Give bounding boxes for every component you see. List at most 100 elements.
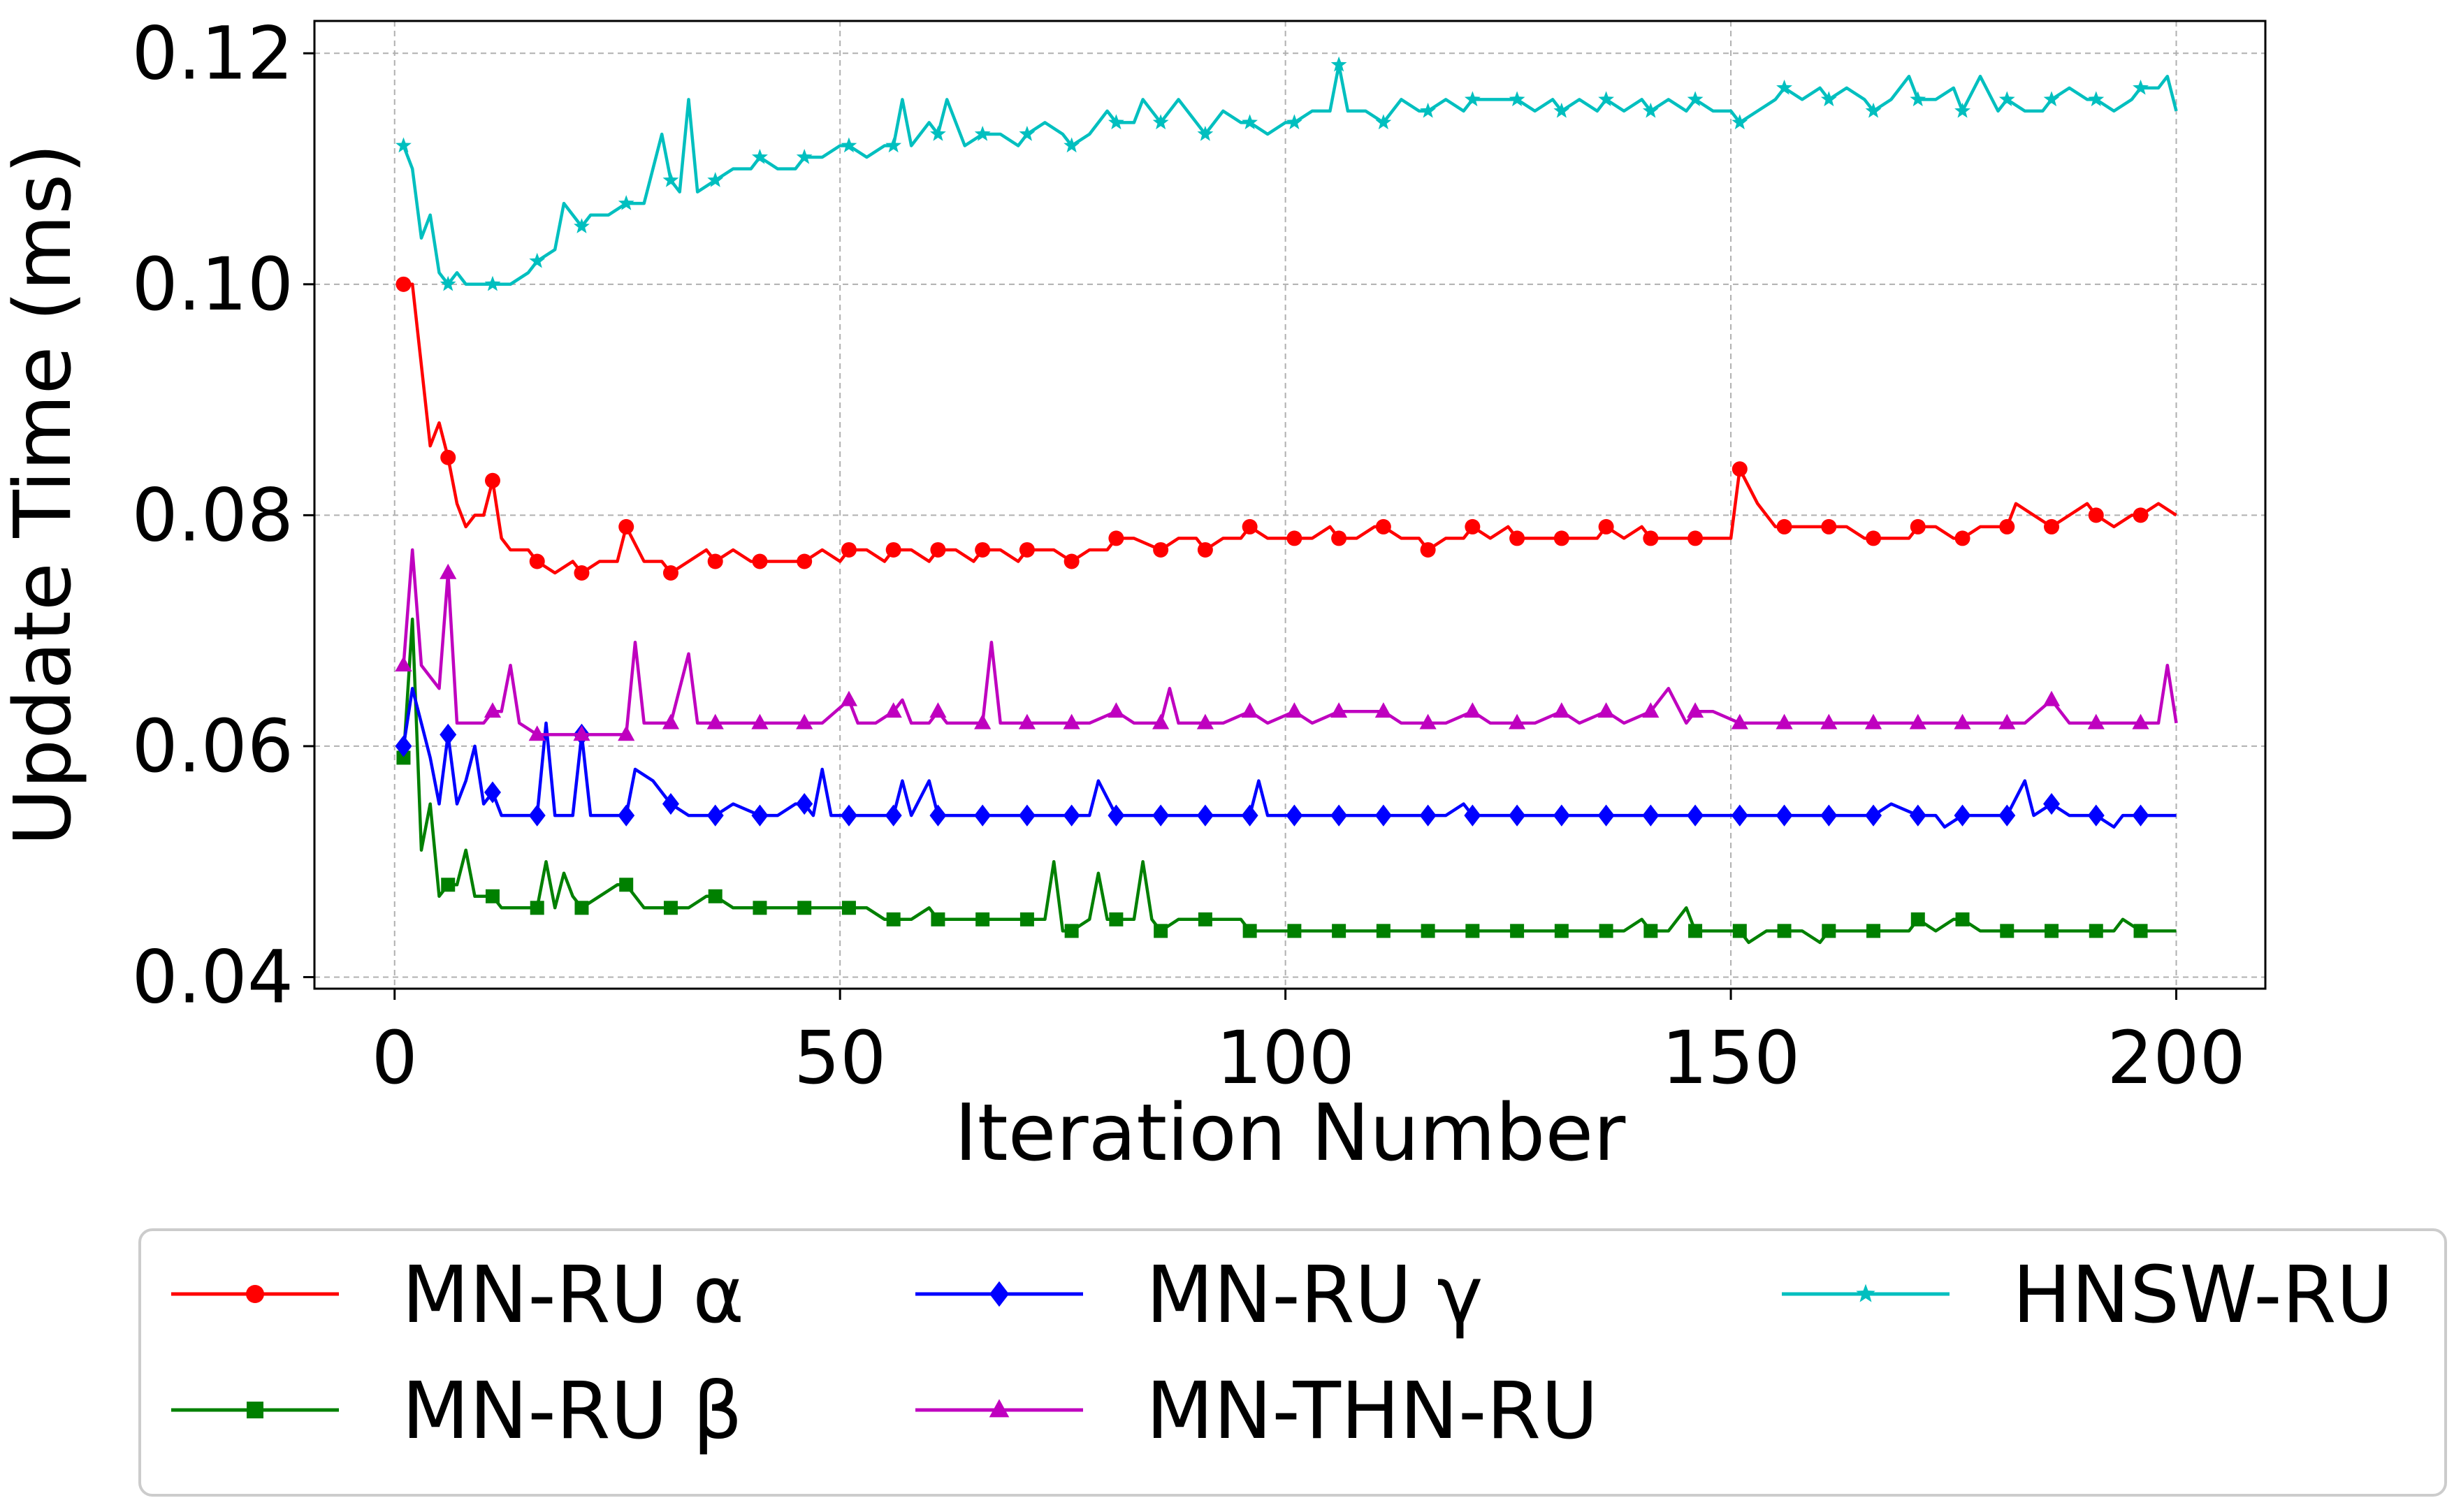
data-point	[1464, 702, 1481, 718]
data-point	[573, 725, 590, 741]
data-point	[1642, 804, 1660, 827]
data-point	[885, 702, 902, 718]
data-point	[1064, 924, 1079, 938]
x-tick-label: 100	[1216, 1015, 1355, 1100]
data-point	[1998, 91, 2015, 107]
data-point	[484, 702, 502, 718]
data-point	[1509, 804, 1526, 827]
data-point	[796, 149, 813, 164]
data-point	[1330, 804, 1348, 827]
legend-label: MN-THN-RU	[1146, 1366, 1598, 1457]
data-point	[2087, 713, 2105, 729]
data-point	[1242, 518, 1258, 535]
data-point	[662, 172, 679, 187]
data-point	[1197, 541, 1213, 558]
data-point	[930, 541, 946, 558]
data-point	[1375, 518, 1391, 535]
data-point	[1554, 924, 1569, 938]
data-point	[395, 276, 412, 292]
data-point	[2088, 507, 2104, 523]
data-point	[929, 804, 947, 827]
data-point	[1553, 804, 1570, 827]
data-point	[1909, 804, 1926, 827]
x-tick-label: 0	[372, 1015, 418, 1100]
data-point	[663, 901, 678, 915]
data-point	[1866, 924, 1881, 938]
data-point	[1821, 518, 1837, 535]
data-point	[1866, 530, 1882, 546]
data-point	[1241, 702, 1258, 718]
legend-label: HNSW-RU	[2012, 1250, 2394, 1341]
data-point	[484, 781, 501, 804]
data-point	[1465, 518, 1481, 535]
legend-item: MN-THN-RU	[915, 1366, 1598, 1457]
data-point	[396, 750, 411, 765]
data-point	[931, 912, 945, 926]
data-point	[1376, 924, 1391, 938]
y-tick-label: 0.10	[131, 242, 293, 327]
data-point	[707, 172, 724, 187]
data-point	[1332, 924, 1346, 938]
data-point	[1420, 541, 1436, 558]
series-0	[395, 276, 2177, 581]
data-point	[707, 553, 723, 569]
series-1	[396, 617, 2177, 945]
legend-label: MN-RU β	[402, 1366, 743, 1457]
data-point	[1998, 804, 2016, 827]
data-point	[1374, 804, 1392, 827]
data-point	[1732, 461, 1748, 477]
data-point	[841, 901, 856, 915]
data-point	[1018, 804, 1036, 827]
data-point	[975, 541, 991, 558]
data-point	[1820, 91, 1837, 107]
data-point	[975, 912, 990, 926]
data-point	[797, 553, 813, 569]
data-point	[1063, 804, 1080, 827]
data-point	[1776, 79, 1792, 95]
data-point	[751, 804, 769, 827]
data-point	[1553, 102, 1570, 118]
data-point	[1597, 702, 1615, 718]
data-point	[1196, 804, 1214, 827]
data-point	[1420, 102, 1436, 118]
data-point	[1955, 912, 1970, 926]
data-point	[2088, 91, 2105, 107]
data-point	[1910, 912, 1925, 926]
data-point	[618, 804, 635, 827]
data-point	[885, 541, 901, 558]
data-point	[1465, 924, 1480, 938]
data-point	[1109, 912, 1124, 926]
data-point	[440, 449, 456, 465]
data-point	[930, 126, 946, 141]
data-point	[1553, 530, 1569, 546]
data-point	[1331, 530, 1347, 546]
data-point	[752, 553, 768, 569]
data-point	[1909, 713, 1926, 729]
data-point	[2044, 518, 2060, 535]
data-point	[1196, 713, 1214, 729]
data-point	[1686, 702, 1704, 718]
data-point	[574, 218, 590, 233]
data-point	[752, 149, 768, 164]
data-point	[1954, 713, 1971, 729]
legend-item: MN-RU γ	[915, 1250, 1483, 1341]
data-point	[751, 713, 769, 729]
data-point	[1063, 553, 1080, 569]
data-point	[440, 563, 457, 579]
legend-label: MN-RU α	[402, 1250, 744, 1341]
data-point	[1019, 541, 1035, 558]
data-point	[529, 252, 546, 268]
data-point	[2000, 924, 2014, 938]
plot-frame	[313, 20, 2267, 990]
data-point	[1154, 924, 1168, 938]
data-point	[395, 735, 412, 757]
legend-item: MN-RU α	[171, 1250, 744, 1341]
data-point	[1509, 91, 1525, 107]
data-point	[1286, 804, 1303, 827]
data-point	[440, 723, 457, 746]
data-point	[840, 690, 858, 706]
data-point	[1777, 924, 1792, 938]
data-point	[619, 878, 634, 892]
data-point	[1508, 713, 1526, 729]
